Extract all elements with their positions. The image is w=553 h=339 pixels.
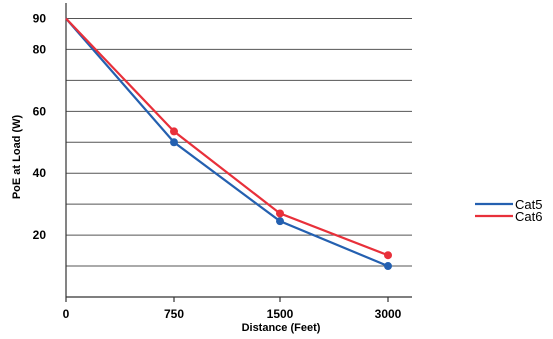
cat6-point	[170, 127, 178, 136]
cat6-point	[276, 209, 284, 218]
y-tick-label: 40	[33, 166, 47, 180]
cat5-legend-label: Cat5	[515, 197, 542, 212]
y-tick-label: 20	[33, 228, 47, 242]
cat5-point	[276, 217, 284, 226]
tick-labels: 0 750 1500 3000 20 40 60 80 90	[33, 11, 402, 321]
y-tick-label: 60	[33, 104, 47, 118]
x-tick-label: 1500	[267, 307, 294, 321]
y-tick-label: 80	[33, 42, 47, 56]
cat5-series-line	[65, 17, 389, 268]
x-tick-label: 3000	[375, 307, 402, 321]
series-layer	[65, 17, 392, 271]
cat5-point	[384, 262, 392, 271]
x-tick-label: 750	[164, 307, 184, 321]
cat6-legend-label: Cat6	[515, 209, 542, 224]
cat6-series-line	[65, 17, 389, 257]
axes	[65, 3, 412, 302]
x-axis-title: Distance (Feet)	[242, 322, 321, 334]
y-tick-label: 90	[33, 11, 47, 25]
cat6-point	[384, 251, 392, 260]
cat5-point	[170, 138, 178, 147]
gridlines	[66, 17, 412, 267]
x-tick-label: 0	[63, 307, 70, 321]
y-axis-title: PoE at Load (W)	[11, 115, 23, 200]
